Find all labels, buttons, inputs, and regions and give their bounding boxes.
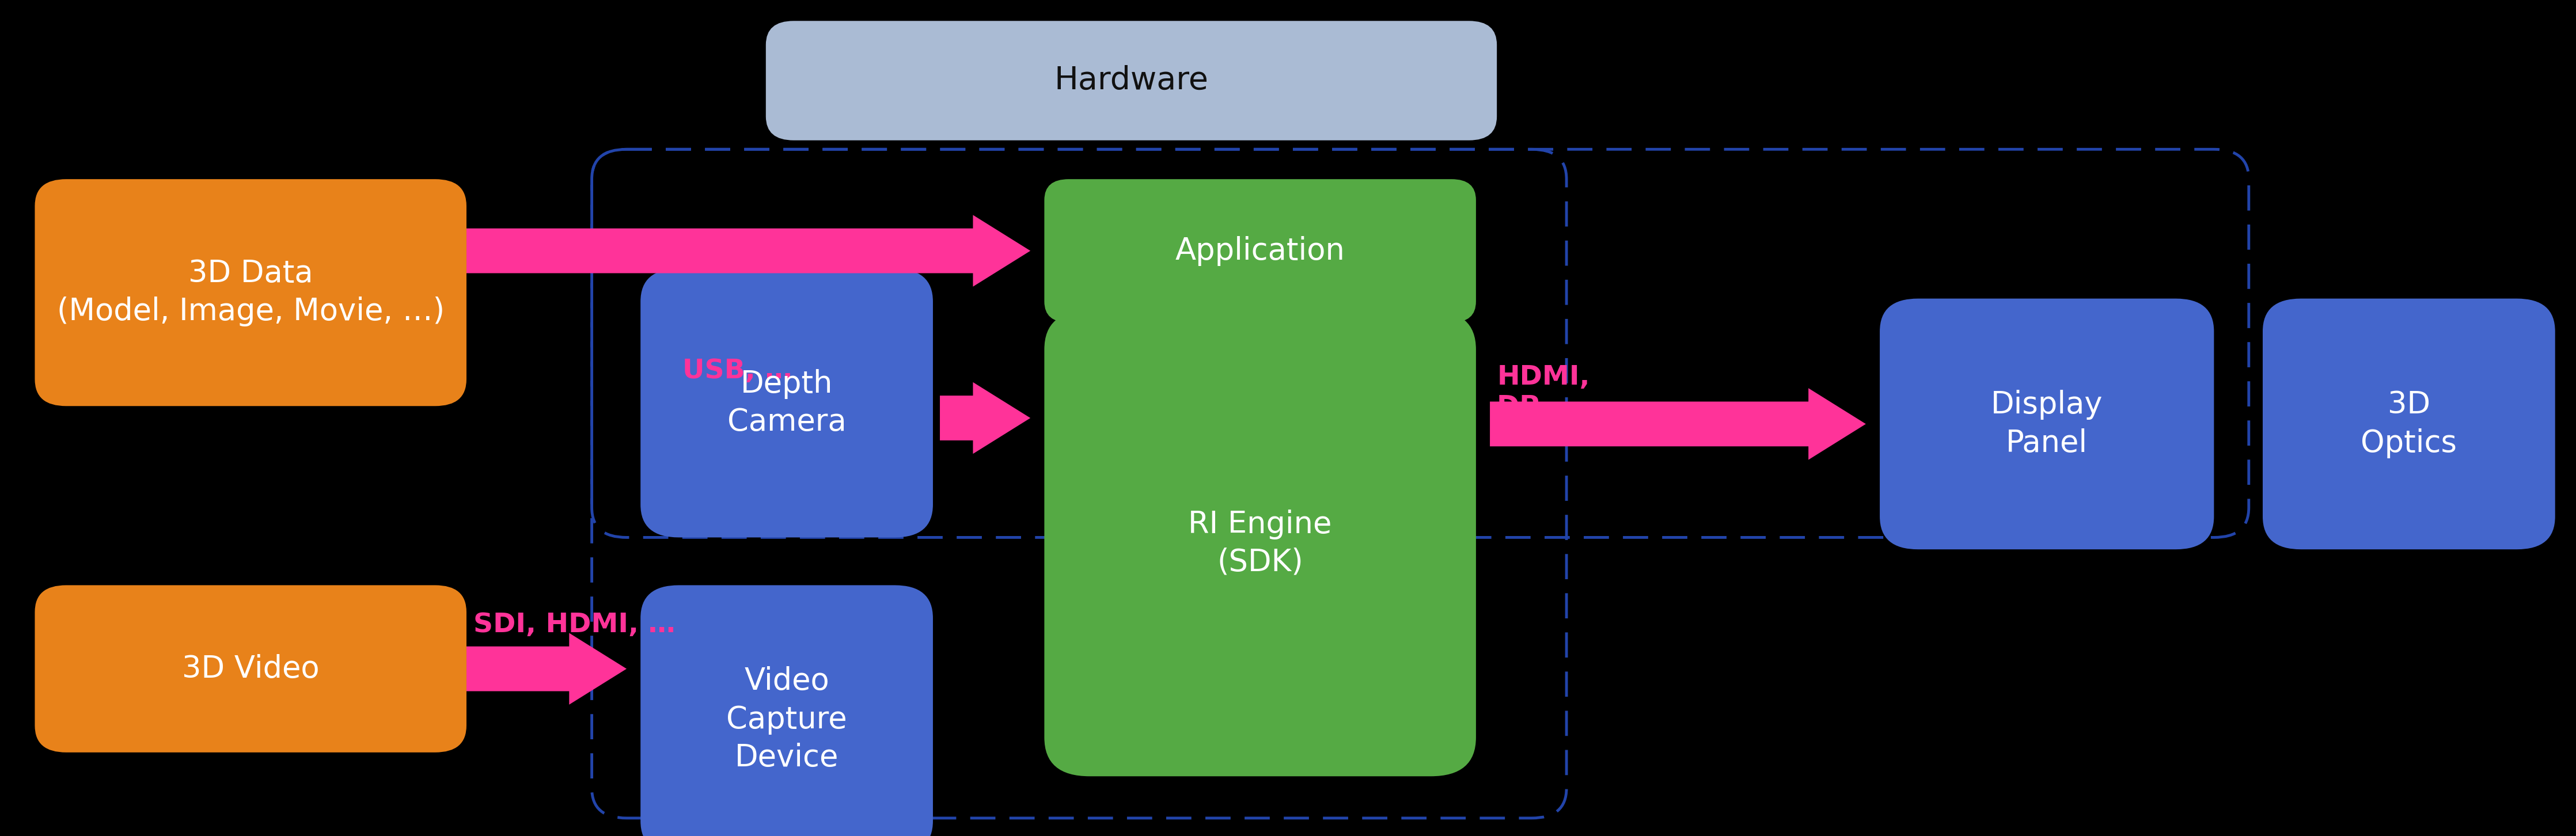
FancyBboxPatch shape [1880,298,2213,549]
Polygon shape [466,633,626,705]
Text: HDMI,
DP, …: HDMI, DP, … [1497,364,1589,421]
Text: Display
Panel: Display Panel [1991,390,2102,458]
Polygon shape [466,215,1030,287]
Text: Video
Capture
Device: Video Capture Device [726,666,848,772]
Text: 3D Data
(Model, Image, Movie, …): 3D Data (Model, Image, Movie, …) [57,258,446,327]
FancyBboxPatch shape [36,179,466,406]
FancyBboxPatch shape [765,21,1497,140]
Text: 3D Video: 3D Video [183,654,319,684]
Polygon shape [940,382,1030,454]
Text: Application: Application [1175,236,1345,266]
Text: USB, …: USB, … [683,359,791,385]
Text: RI Engine
(SDK): RI Engine (SDK) [1188,509,1332,578]
Text: SDI, HDMI, …: SDI, HDMI, … [474,612,675,638]
FancyBboxPatch shape [1043,310,1476,777]
FancyBboxPatch shape [2262,298,2555,549]
Text: Hardware: Hardware [1054,65,1208,96]
FancyBboxPatch shape [1043,179,1476,323]
FancyBboxPatch shape [641,268,933,538]
Polygon shape [1489,388,1865,460]
FancyBboxPatch shape [36,585,466,752]
FancyBboxPatch shape [641,585,933,836]
Text: Depth
Camera: Depth Camera [726,369,848,437]
Text: 3D
Optics: 3D Optics [2360,390,2458,458]
